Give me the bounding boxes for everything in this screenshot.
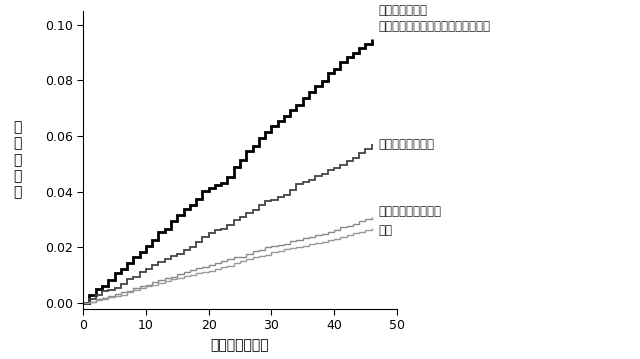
Text: 認知的フレイル
（身体的フレイル＋認知機能低下）: 認知的フレイル （身体的フレイル＋認知機能低下） (378, 4, 490, 33)
Text: 認知機能低下のみ: 認知機能低下のみ (378, 138, 434, 151)
X-axis label: 追跡期間（月）: 追跡期間（月） (211, 338, 269, 352)
Text: 身体的フレイルのみ: 身体的フレイルのみ (378, 205, 441, 218)
Text: 正常: 正常 (378, 224, 392, 237)
Y-axis label: 累
積
発
症
率: 累 積 発 症 率 (13, 120, 21, 199)
